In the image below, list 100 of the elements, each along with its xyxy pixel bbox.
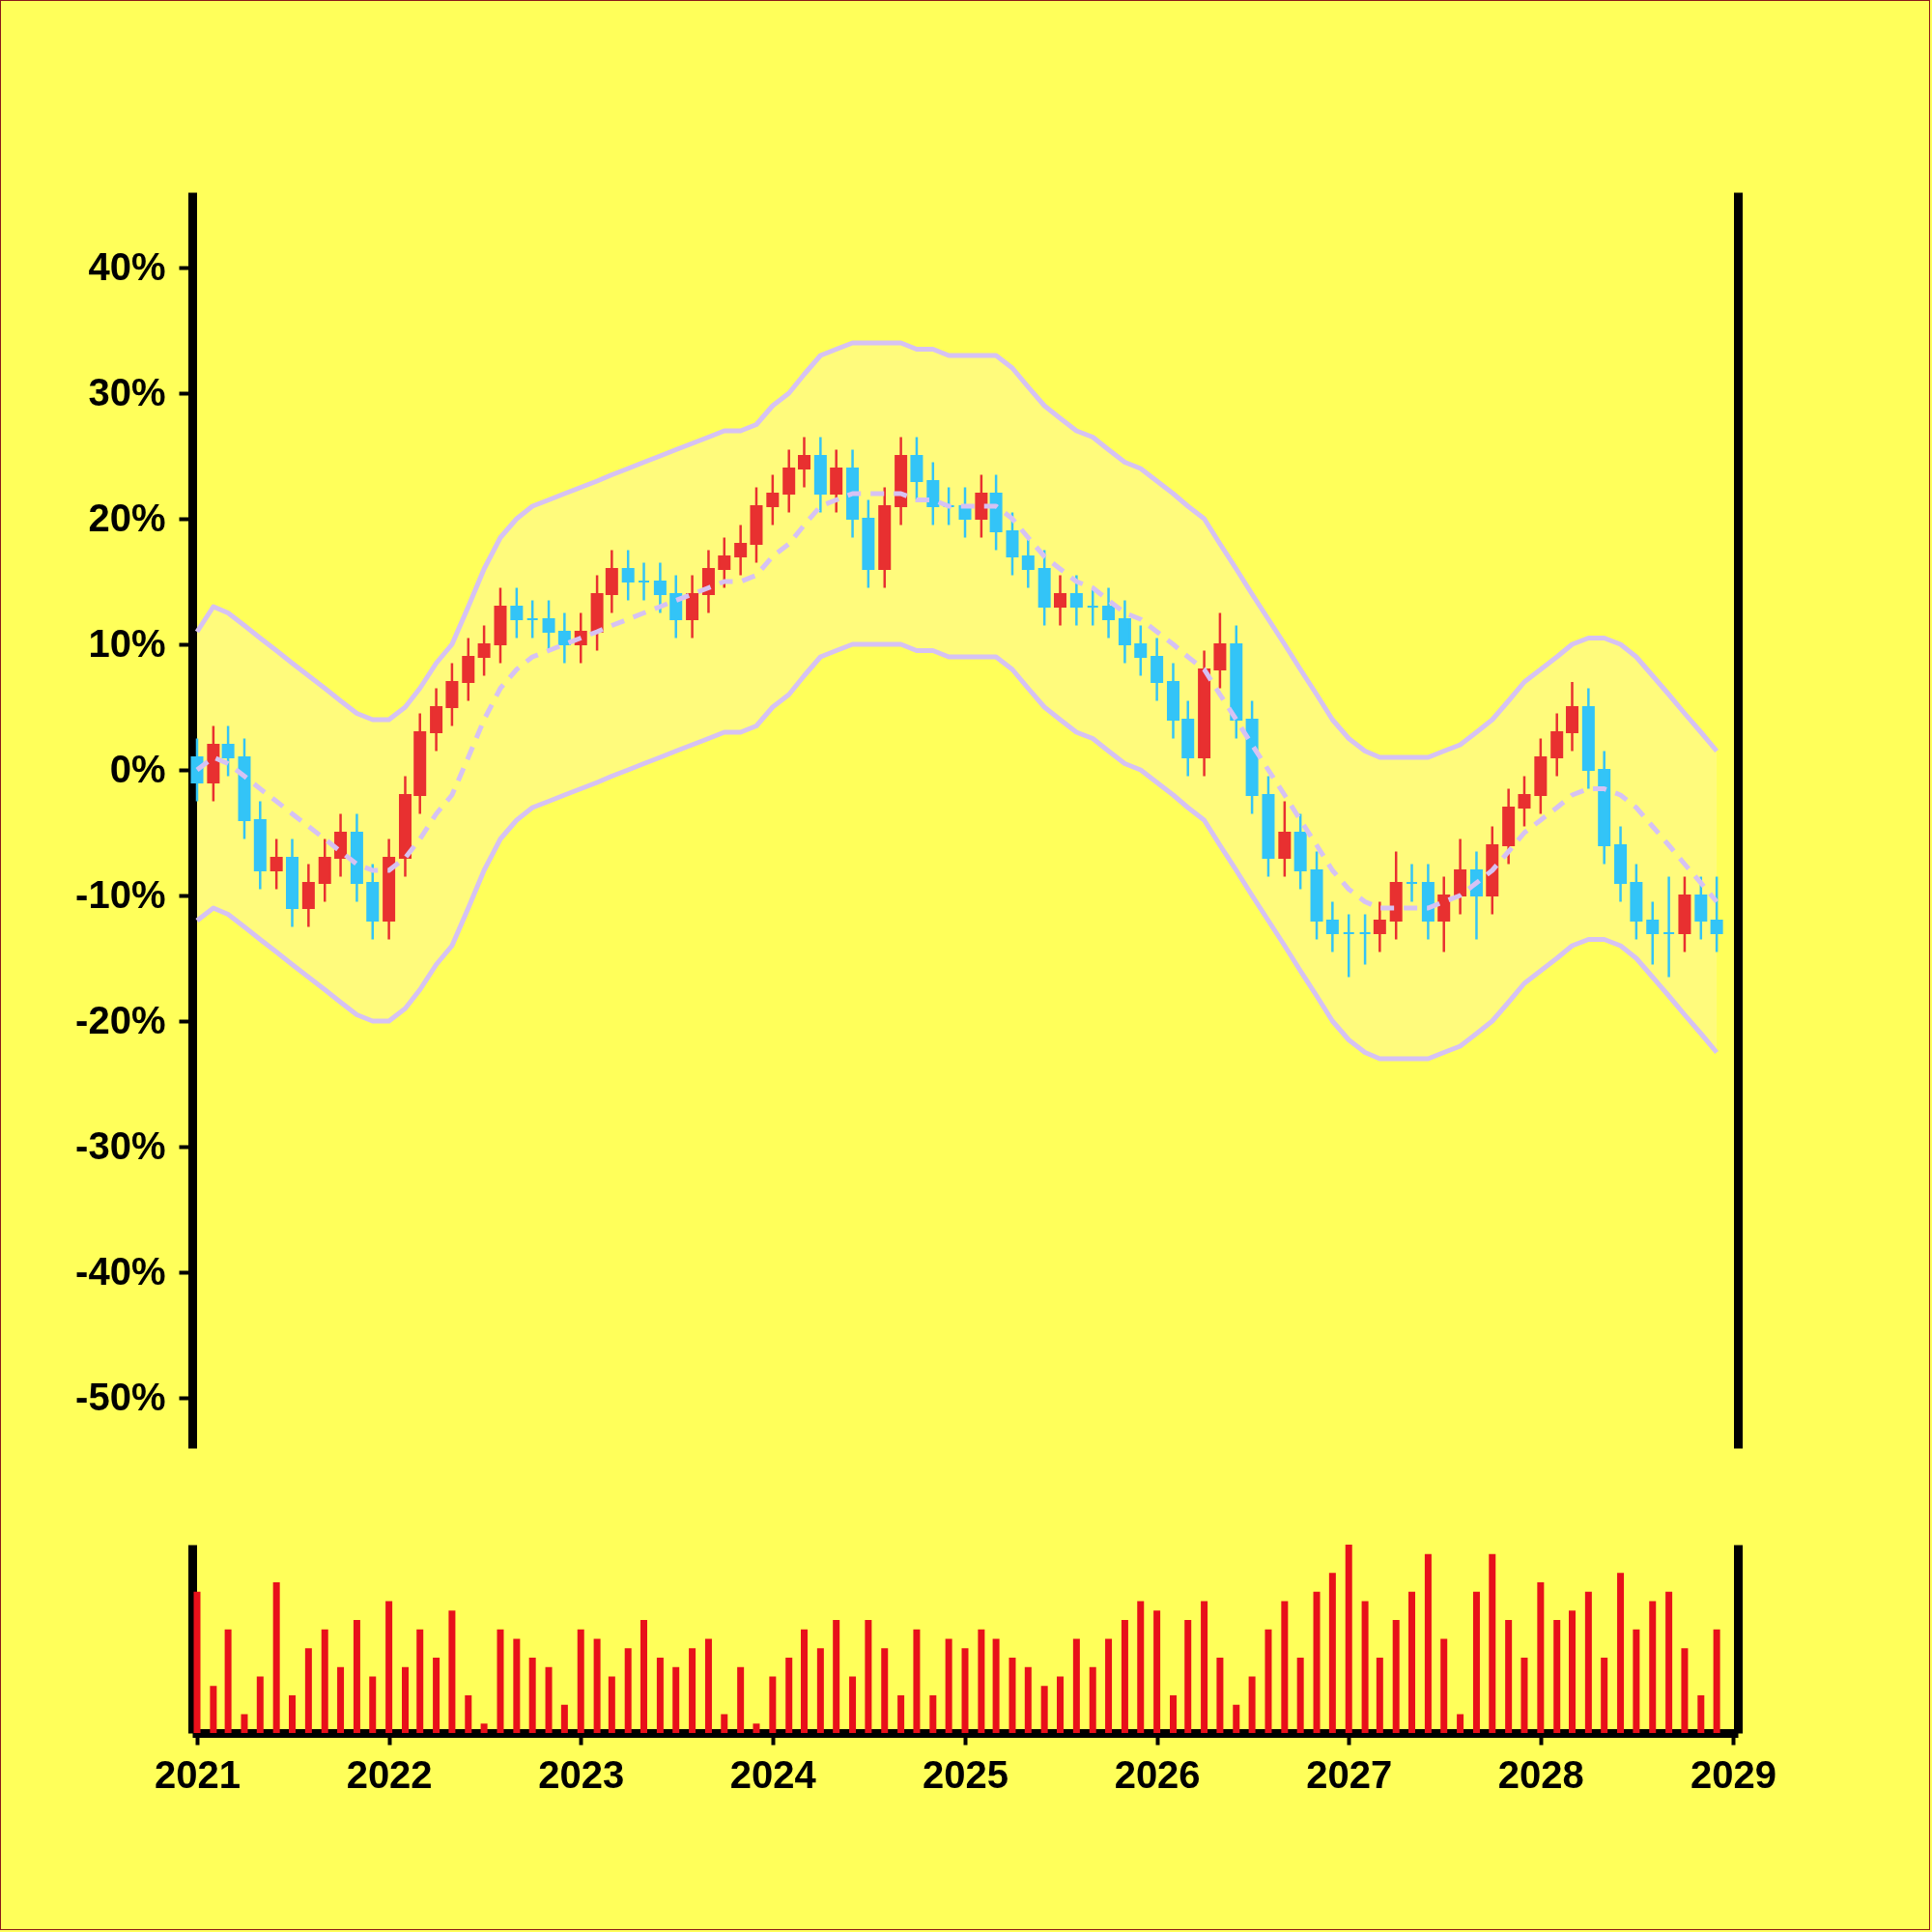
- candlestick: [1325, 900, 1339, 953]
- bar: [1713, 1629, 1720, 1733]
- bar: [881, 1648, 889, 1733]
- bar: [480, 1723, 488, 1733]
- bar: [1313, 1591, 1321, 1733]
- bar: [897, 1695, 905, 1733]
- bar: [978, 1629, 985, 1733]
- bar: [1440, 1638, 1448, 1733]
- bar: [1248, 1676, 1256, 1733]
- bar: [1121, 1620, 1128, 1733]
- bar: [416, 1629, 424, 1733]
- bar: [1392, 1620, 1400, 1733]
- bar: [1424, 1553, 1432, 1733]
- bar: [1376, 1658, 1383, 1733]
- y-tick-label: 10%: [88, 621, 166, 665]
- bar: [1617, 1573, 1625, 1733]
- candlestick: [477, 624, 491, 677]
- bar: [1665, 1591, 1673, 1733]
- x-tick-label: 2023: [538, 1752, 625, 1796]
- candlestick: [270, 838, 283, 891]
- bar: [1697, 1695, 1705, 1733]
- y-tick-label: -50%: [75, 1375, 166, 1418]
- bar: [865, 1620, 872, 1733]
- candlestick: [557, 611, 571, 665]
- x-tick-label: 2024: [729, 1752, 817, 1796]
- bar: [1568, 1610, 1576, 1733]
- bar: [1505, 1620, 1513, 1733]
- bar: [769, 1676, 777, 1733]
- bar: [1137, 1601, 1145, 1733]
- bar: [1520, 1658, 1528, 1733]
- bar: [1472, 1591, 1480, 1733]
- bar: [288, 1695, 296, 1733]
- bar: [1201, 1601, 1208, 1733]
- bar: [672, 1666, 680, 1733]
- candlestick: [1069, 574, 1083, 627]
- bar: [737, 1666, 745, 1733]
- bar: [1408, 1591, 1416, 1733]
- candlestick: [653, 561, 667, 614]
- bar: [337, 1666, 345, 1733]
- bar: [241, 1714, 248, 1733]
- bar: [433, 1658, 440, 1733]
- bar: [256, 1676, 264, 1733]
- bar: [448, 1610, 456, 1733]
- bar: [465, 1695, 472, 1733]
- candlestick: [1518, 775, 1531, 828]
- bar: [689, 1648, 696, 1733]
- bar: [721, 1714, 728, 1733]
- candlestick: [1406, 863, 1419, 903]
- candlestick: [638, 561, 651, 602]
- bar: [1169, 1695, 1177, 1733]
- bar: [1633, 1629, 1640, 1733]
- candlestick: [718, 536, 731, 589]
- y-tick-label: -20%: [75, 998, 166, 1041]
- bar: [945, 1638, 952, 1733]
- bar: [1184, 1620, 1192, 1733]
- y-tick-label: -10%: [75, 872, 166, 916]
- bar: [224, 1629, 232, 1733]
- bar: [1264, 1629, 1272, 1733]
- candlestick: [1342, 913, 1355, 979]
- bar: [833, 1620, 840, 1733]
- candlestick: [1358, 913, 1372, 966]
- bar: [1072, 1638, 1080, 1733]
- candlestick: [526, 599, 539, 639]
- bar: [577, 1629, 584, 1733]
- bar: [353, 1620, 360, 1733]
- bar: [1040, 1686, 1048, 1733]
- candlestick: [1373, 900, 1386, 953]
- bar: [1584, 1591, 1592, 1733]
- y-tick-label: 0%: [109, 747, 166, 790]
- bar: [1296, 1658, 1304, 1733]
- candlestick: [766, 473, 780, 526]
- bar: [816, 1648, 824, 1733]
- bar: [1553, 1620, 1561, 1733]
- y-tick-label: 20%: [88, 496, 166, 539]
- bar: [656, 1658, 664, 1733]
- bar: [497, 1629, 504, 1733]
- bar: [385, 1601, 393, 1733]
- bar: [624, 1648, 632, 1733]
- bar: [640, 1620, 648, 1733]
- x-tick-label: 2029: [1690, 1752, 1776, 1796]
- bar: [1056, 1676, 1064, 1733]
- x-tick-label: 2028: [1497, 1752, 1584, 1796]
- candlestick: [1646, 900, 1660, 966]
- bar: [608, 1676, 615, 1733]
- candlestick: [1710, 875, 1723, 953]
- bar: [1601, 1658, 1608, 1733]
- bar: [272, 1582, 280, 1733]
- bar: [210, 1686, 217, 1733]
- bar: [1105, 1638, 1113, 1733]
- bar: [369, 1676, 377, 1733]
- bar: [913, 1629, 921, 1733]
- bar: [1216, 1658, 1224, 1733]
- bar: [528, 1658, 536, 1733]
- bar: [1345, 1545, 1352, 1733]
- bar: [304, 1648, 312, 1733]
- bar: [1649, 1601, 1657, 1733]
- bar: [545, 1666, 553, 1733]
- bar: [704, 1638, 712, 1733]
- bar: [929, 1695, 937, 1733]
- bar: [961, 1648, 969, 1733]
